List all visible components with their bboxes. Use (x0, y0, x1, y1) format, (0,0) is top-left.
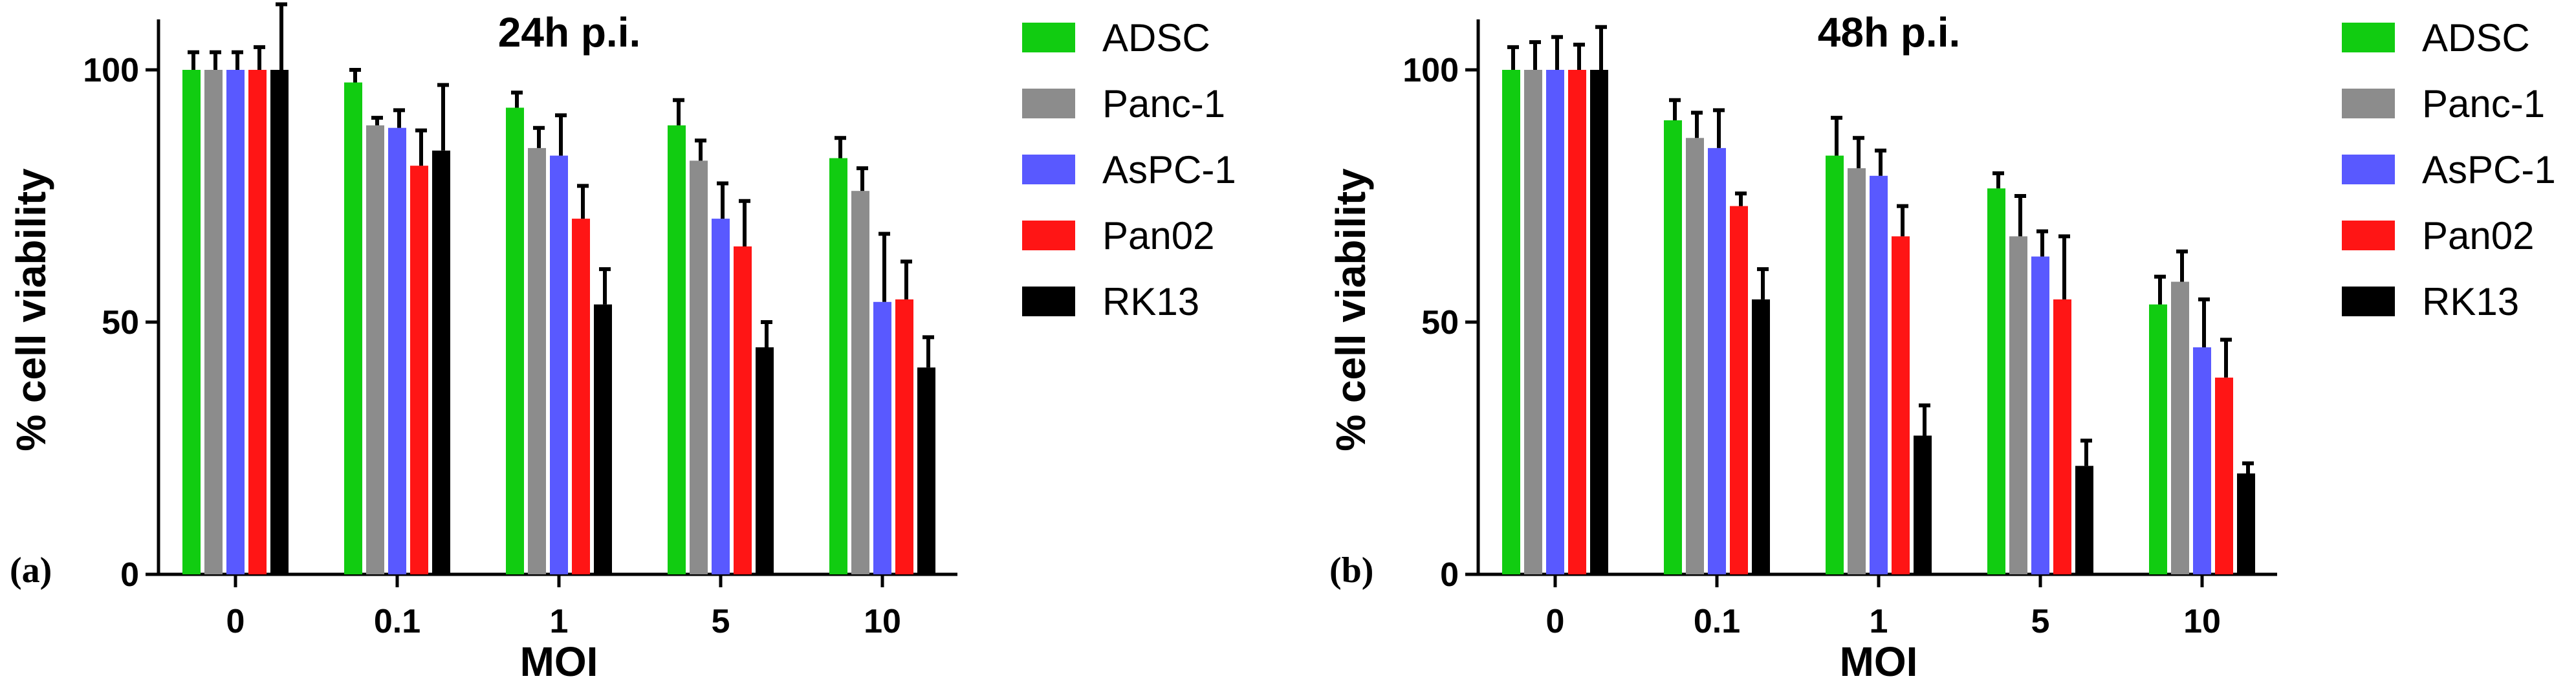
bar-pan02 (2053, 299, 2071, 574)
bar-rk13 (2237, 473, 2255, 574)
y-axis-title: % cell viability (1327, 168, 1374, 451)
bar-panc-1 (2171, 281, 2189, 574)
bar-adsc (182, 70, 201, 574)
legend-label-aspc-1: AsPC-1 (1102, 148, 1236, 191)
chart-title: 24h p.i. (498, 9, 641, 56)
legend-swatch-pan02 (1022, 221, 1075, 250)
y-tick-label: 100 (83, 52, 139, 89)
bar-panc-1 (528, 147, 546, 574)
legend-swatch-rk13 (2342, 287, 2395, 316)
bar-aspc-1 (1870, 175, 1888, 574)
bar-aspc-1 (2193, 347, 2211, 574)
chart-panel-a: 0 50 100 0 0.1 1 5 10 24h p.i. MOI % cell viabilit… (8, 2, 1236, 685)
y-tick-label: 50 (1421, 304, 1459, 342)
legend-swatch-adsc (1022, 23, 1075, 52)
bar-aspc-1 (873, 301, 891, 574)
bar-rk13 (1914, 435, 1932, 574)
x-tick-label: 0 (226, 603, 245, 640)
x-axis-title: MOI (520, 638, 598, 685)
bar-rk13 (2075, 466, 2093, 574)
legend-swatch-aspc-1 (2342, 155, 2395, 184)
bar-panc-1 (366, 125, 384, 575)
x-tick-label: 0.1 (374, 603, 420, 640)
chart-panel-b: 0 50 100 0 0.1 1 5 10 48h p.i. MOI % cell viabilit… (1327, 9, 2556, 685)
bar-rk13 (594, 304, 612, 574)
bar-rk13 (756, 347, 774, 574)
legend-swatch-aspc-1 (1022, 155, 1075, 184)
panel-label: (b) (1329, 550, 1373, 591)
x-tick-label: 0 (1546, 603, 1565, 640)
bar-rk13 (270, 70, 289, 574)
bar-panc-1 (1524, 70, 1542, 574)
bar-aspc-1 (226, 70, 245, 574)
x-axis-title: MOI (1840, 638, 1918, 685)
bar-aspc-1 (1708, 147, 1726, 574)
bar-adsc (1664, 120, 1682, 574)
bar-pan02 (1568, 70, 1586, 574)
legend-swatch-pan02 (2342, 221, 2395, 250)
legend-label-rk13: RK13 (2422, 280, 2519, 323)
y-tick-label: 50 (102, 304, 139, 342)
x-tick-label: 1 (550, 603, 569, 640)
legend-label-adsc: ADSC (2422, 16, 2530, 60)
bar-adsc (1502, 70, 1520, 574)
legend-swatch-panc-1 (2342, 89, 2395, 118)
legend-label-panc-1: Panc-1 (2422, 82, 2545, 125)
bar-adsc (1826, 155, 1844, 575)
chart-title: 48h p.i. (1818, 9, 1961, 56)
x-tick-label: 10 (864, 603, 901, 640)
y-tick-label: 0 (120, 556, 139, 594)
bar-aspc-1 (388, 127, 406, 574)
bar-aspc-1 (1546, 70, 1564, 574)
bar-panc-1 (2009, 236, 2027, 574)
panel-label: (a) (10, 550, 52, 591)
x-tick-label: 0.1 (1694, 603, 1740, 640)
bar-rk13 (1590, 70, 1608, 574)
y-tick-label: 100 (1403, 52, 1459, 89)
legend-swatch-panc-1 (1022, 89, 1075, 118)
bar-panc-1 (851, 191, 869, 574)
legend-label-rk13: RK13 (1102, 280, 1199, 323)
legend-swatch-adsc (2342, 23, 2395, 52)
bar-rk13 (1752, 299, 1770, 574)
bar-adsc (829, 158, 847, 574)
bar-panc-1 (204, 70, 223, 574)
bar-pan02 (1730, 206, 1748, 575)
legend-swatch-rk13 (1022, 287, 1075, 316)
bar-adsc (344, 82, 362, 574)
bar-adsc (2149, 304, 2167, 574)
legend-label-adsc: ADSC (1102, 16, 1210, 60)
x-tick-label: 1 (1870, 603, 1888, 640)
bar-adsc (506, 107, 524, 574)
bar-aspc-1 (712, 219, 730, 575)
x-tick-label: 5 (712, 603, 730, 640)
bar-pan02 (734, 246, 752, 574)
bar-pan02 (572, 219, 590, 575)
bar-pan02 (1892, 236, 1910, 574)
bar-pan02 (248, 70, 267, 574)
bar-rk13 (917, 367, 935, 574)
bar-panc-1 (1686, 138, 1704, 575)
bar-adsc (668, 125, 686, 575)
bar-pan02 (2215, 377, 2233, 574)
bar-panc-1 (690, 160, 708, 574)
y-tick-label: 0 (1440, 556, 1459, 594)
bar-panc-1 (1848, 168, 1866, 575)
bar-rk13 (432, 150, 450, 575)
legend-label-aspc-1: AsPC-1 (2422, 148, 2556, 191)
bar-adsc (1987, 188, 2005, 574)
legend-label-pan02: Pan02 (1102, 214, 1215, 257)
legend-label-panc-1: Panc-1 (1102, 82, 1225, 125)
bar-aspc-1 (2031, 256, 2049, 574)
x-tick-label: 5 (2031, 603, 2050, 640)
legend-label-pan02: Pan02 (2422, 214, 2535, 257)
bar-aspc-1 (550, 155, 568, 575)
y-axis-title: % cell viability (8, 168, 54, 451)
bar-pan02 (895, 299, 913, 574)
bar-pan02 (410, 166, 428, 574)
x-tick-label: 10 (2183, 603, 2221, 640)
